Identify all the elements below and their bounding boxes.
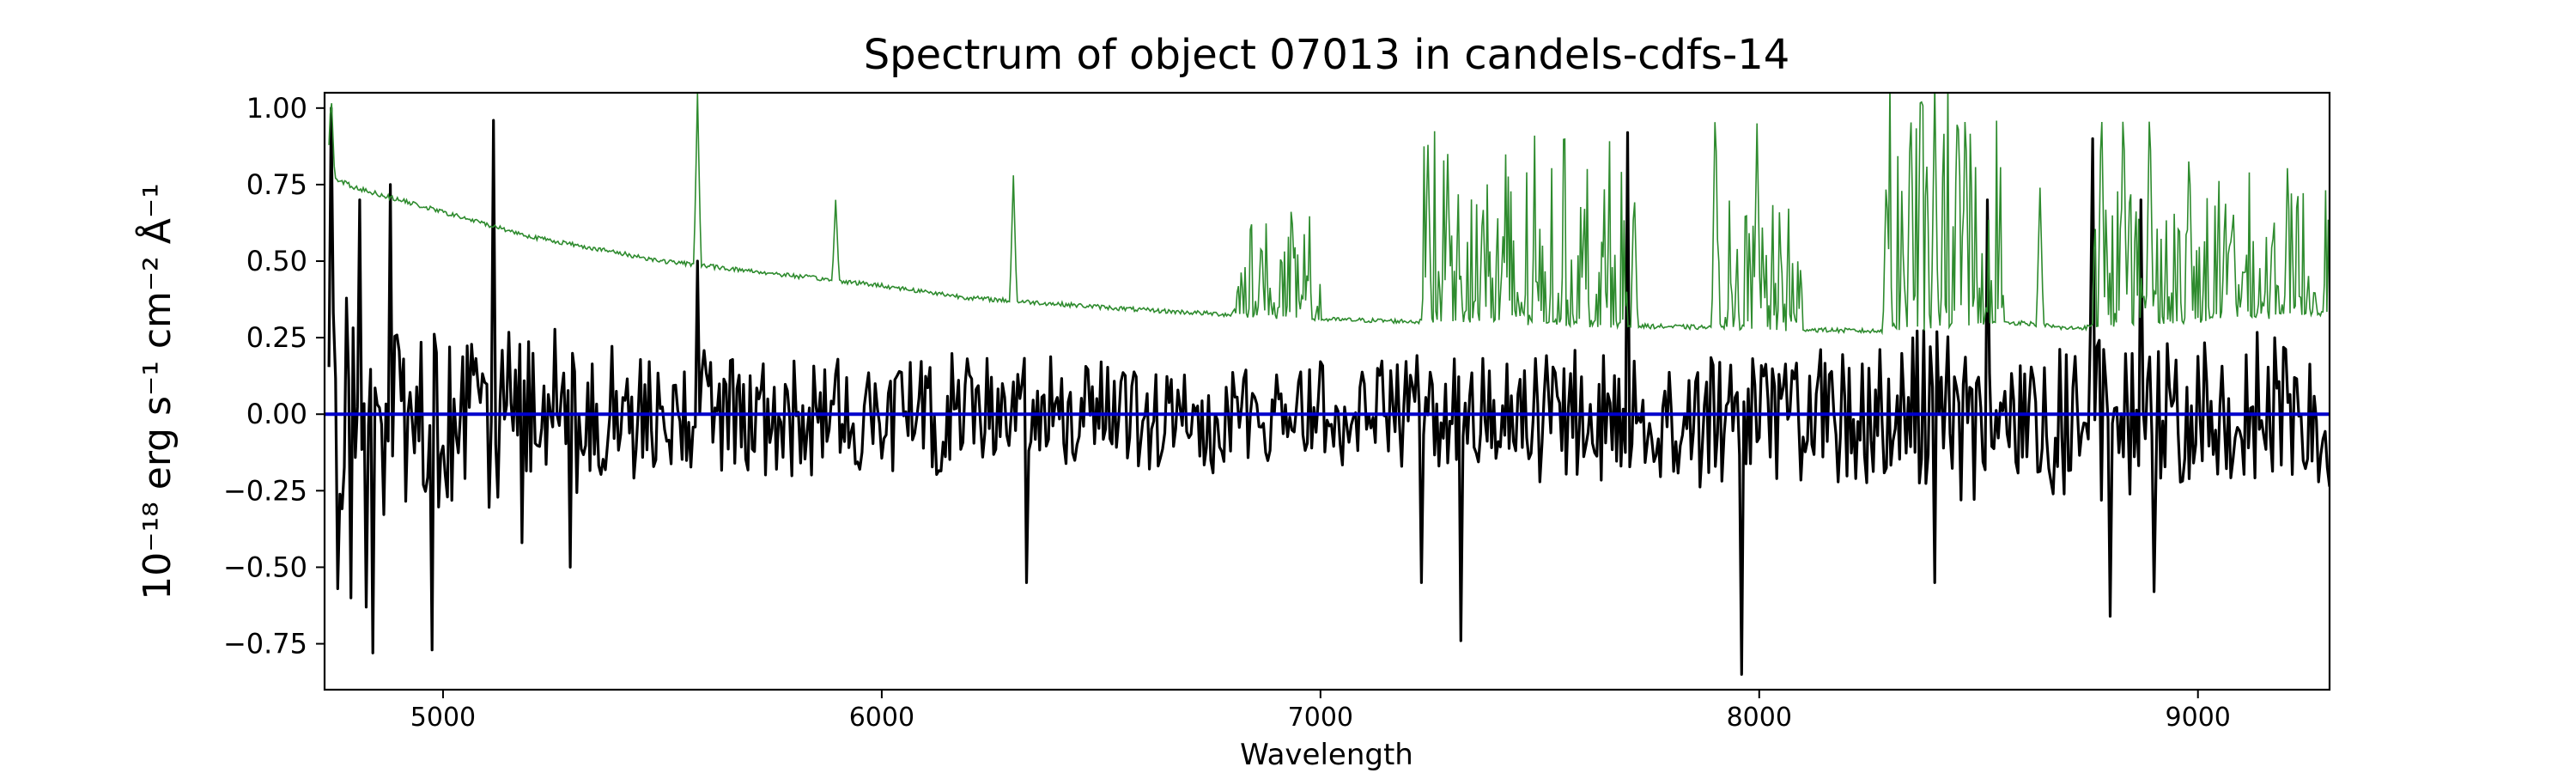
series-layer <box>325 93 2330 676</box>
y-tick-label: 0.00 <box>246 398 307 430</box>
x-tick-label: 9000 <box>2166 703 2231 733</box>
y-tick-label: −0.50 <box>223 551 307 583</box>
y-tick-label: 0.25 <box>246 321 307 354</box>
x-tick-label: 5000 <box>410 703 476 733</box>
chart-title: Spectrum of object 07013 in candels-cdfs… <box>864 31 1790 79</box>
x-tick-label: 7000 <box>1288 703 1353 733</box>
x-tick-label: 8000 <box>1727 703 1792 733</box>
x-tick-label: 6000 <box>849 703 914 733</box>
x-axis-label: Wavelength <box>1240 738 1413 772</box>
series-line-flux <box>327 107 2330 676</box>
y-axis: −0.75 −0.50 −0.25 0.00 0.25 0.50 0.75 1.00 <box>223 92 325 660</box>
y-tick-label: 1.00 <box>246 92 307 125</box>
series-line-error <box>328 93 2330 336</box>
plot-frame <box>323 91 2331 691</box>
y-tick-label: −0.75 <box>223 628 307 660</box>
x-axis: 5000 6000 7000 8000 9000 <box>410 690 2231 733</box>
y-tick-label: 0.75 <box>246 168 307 201</box>
y-axis-label: 10⁻¹⁸ erg s⁻¹ cm⁻² Å⁻¹ <box>134 183 179 600</box>
y-tick-label: 0.50 <box>246 245 307 277</box>
y-tick-label: −0.25 <box>223 474 307 507</box>
